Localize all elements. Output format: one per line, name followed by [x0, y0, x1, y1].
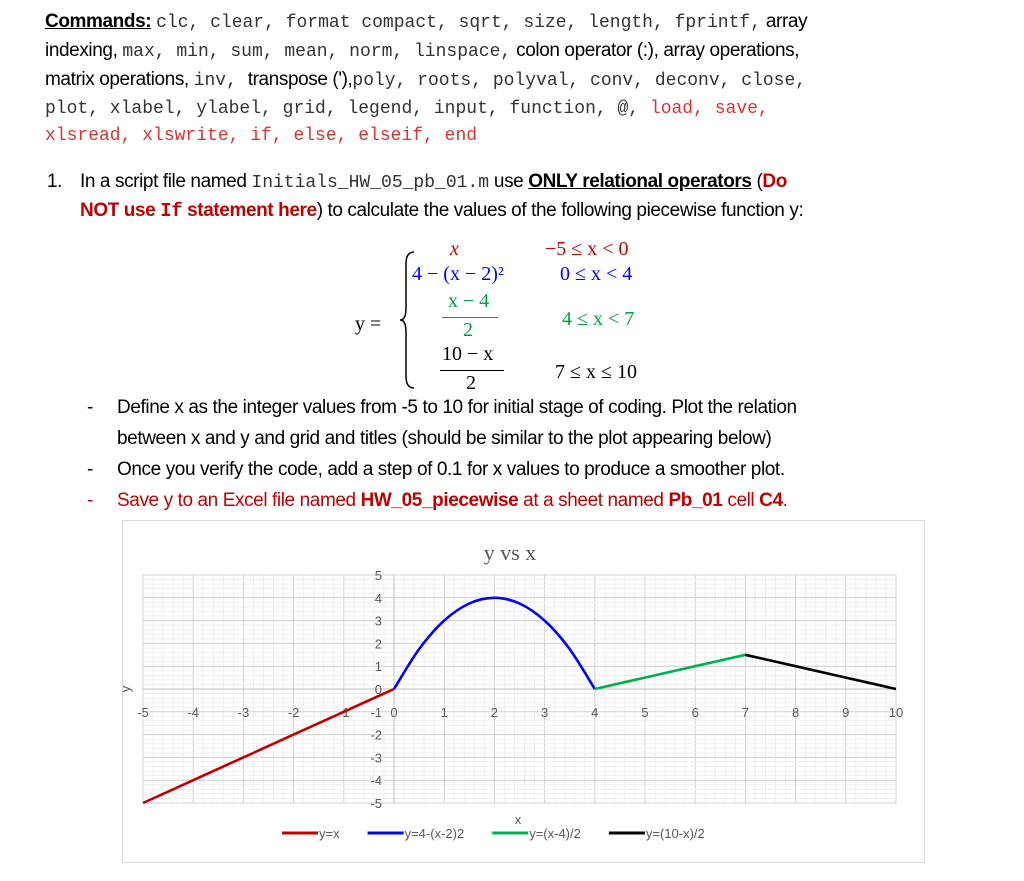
x-tick-label: -5: [137, 705, 149, 720]
x-tick-label: -3: [238, 705, 250, 720]
y-tick-label: -3: [370, 750, 382, 765]
series-line-y=(10-x)/2: [745, 653, 897, 691]
y-axis-label: y: [122, 685, 133, 692]
y-tick-label: -1: [370, 705, 382, 720]
series-line-y=(x-4)/2: [594, 653, 746, 691]
series-line-y=x: [142, 687, 395, 805]
y-tick-label: 5: [375, 568, 382, 583]
x-tick-label: 7: [742, 705, 749, 720]
x-tick-label: 5: [641, 705, 648, 720]
commands-line-2: indexing, max, min, sum, mean, norm, lin…: [45, 40, 800, 62]
x-tick-label: 10: [889, 705, 903, 720]
x-tick-label: 8: [792, 705, 799, 720]
commands-label: Commands:: [45, 11, 152, 32]
y-tick-label: -2: [370, 728, 382, 743]
chart: y vs x -5 -4 -3 -2 -1 0 1 2 3 4 5 6 7 8 9 10-5-4-3-2-10…: [122, 520, 925, 863]
problem-text-2: NOT use If statement here) to calculate …: [80, 200, 804, 222]
x-tick-label: 0: [390, 705, 397, 720]
series-line-y=4-(x-2)2: [392, 596, 596, 690]
y-tick-label: -5: [370, 796, 382, 811]
y-tick-label: 3: [375, 614, 382, 629]
problem-text-1: In a script file named Initials_HW_05_pb…: [80, 171, 787, 193]
legend: y=x y=4-(x-2)2 y=(x-4)/2 y=(10-x)/2: [282, 826, 705, 841]
legend-label: y=(x-4)/2: [529, 826, 581, 841]
bullet-1-line-1: Define x as the integer values from -5 t…: [117, 397, 797, 418]
bullet-1-line-2: between x and y and grid and titles (sho…: [117, 428, 772, 449]
bullet-2: Once you verify the code, add a step of …: [117, 459, 785, 480]
x-tick-label: 3: [541, 705, 548, 720]
gridlines: [142, 574, 897, 804]
y-tick-label: 2: [375, 636, 382, 651]
brace-icon: [399, 251, 415, 389]
x-tick-label: 9: [842, 705, 849, 720]
y-tick-label: 4: [375, 591, 382, 606]
x-axis-label: x: [515, 812, 522, 827]
commands-line-1: Commands: clc, clear, format compact, sq…: [45, 11, 808, 33]
bullet-3: Save y to an Excel file named HW_05_piec…: [117, 490, 788, 511]
x-tick-label: 4: [591, 705, 598, 720]
x-tick-label: 6: [692, 705, 699, 720]
y-tick-label: 1: [375, 659, 382, 674]
legend-label: y=(10-x)/2: [646, 826, 705, 841]
commands-line-3: matrix operations, inv, transpose ('),po…: [45, 69, 807, 91]
x-tick-label: -2: [288, 705, 300, 720]
problem-number: 1.: [47, 171, 63, 192]
chart-title: y vs x: [484, 540, 537, 565]
legend-label: y=4-(x-2)2: [405, 826, 465, 841]
legend-label: y=x: [319, 826, 340, 841]
chart-frame: [122, 520, 925, 863]
y-tick-label: 0: [375, 682, 382, 697]
x-tick-label: 2: [491, 705, 498, 720]
x-tick-label: -4: [187, 705, 199, 720]
commands-line-5: xlsread, xlswrite, if, else, elseif, end: [45, 126, 478, 146]
y-tick-label: -4: [370, 773, 382, 788]
commands-line-4: plot, xlabel, ylabel, grid, legend, inpu…: [45, 99, 769, 119]
x-tick-label: 1: [441, 705, 448, 720]
